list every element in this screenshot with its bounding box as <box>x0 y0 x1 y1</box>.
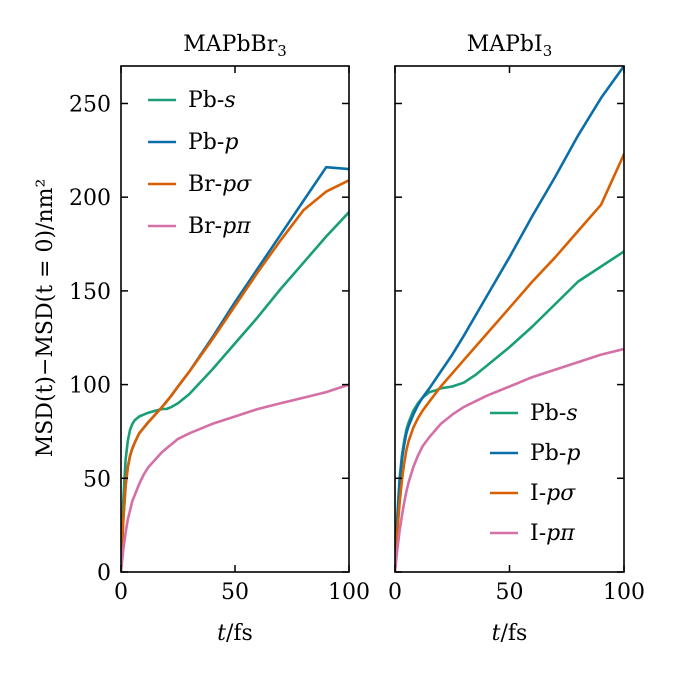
legend-label: I-pσ <box>530 481 576 506</box>
series-line-p <box>395 66 624 572</box>
panel-title: MAPbI3 <box>467 32 553 60</box>
legend-label: Pb-s <box>530 401 578 426</box>
panel-mapbi3: MAPbI3 0 50 100 t/fs Pb-s Pb-p I-pσ I-pπ <box>388 32 645 646</box>
legend-label: Pb-p <box>530 441 580 466</box>
legend-label: Br-pπ <box>188 214 251 239</box>
y-tick-label: 150 <box>69 280 111 305</box>
series-line-s <box>121 210 349 572</box>
y-tick-label: 50 <box>83 467 111 492</box>
series-line-ppi <box>395 347 624 572</box>
plot-frame <box>394 65 625 573</box>
x-tick-label: 50 <box>221 580 249 605</box>
x-tick-label: 0 <box>114 580 128 605</box>
x-tick-label: 100 <box>328 580 370 605</box>
series-line-psigma <box>395 152 624 572</box>
series-line-psigma <box>121 179 349 572</box>
series-line-ppi <box>121 383 349 572</box>
legend-label: Pb-s <box>188 88 236 113</box>
y-axis-label: MSD(t)−MSD(t = 0)/nm² <box>33 179 58 458</box>
panel-mapbbr3: MAPbBr3 0 50 100 150 200 250 0 50 100 t/fs Pb-s Pb-p… <box>69 32 370 646</box>
panel-title: MAPbBr3 <box>183 32 287 60</box>
x-tick-label: 100 <box>603 580 645 605</box>
legend: Pb-s Pb-p Br-pσ Br-pπ <box>148 88 252 239</box>
x-axis-label: t/fs <box>492 621 528 646</box>
legend-label: Pb-p <box>188 130 238 155</box>
legend-label: I-pπ <box>530 521 575 546</box>
y-tick-label: 250 <box>69 92 111 117</box>
y-tick-label: 200 <box>69 186 111 211</box>
x-tick-label: 0 <box>388 580 402 605</box>
y-tick-label: 100 <box>69 374 111 399</box>
legend: Pb-s Pb-p I-pσ I-pπ <box>490 401 580 546</box>
y-tick-label: 0 <box>97 561 111 586</box>
legend-label: Br-pσ <box>188 172 252 197</box>
x-tick-label: 50 <box>496 580 524 605</box>
x-axis-label: t/fs <box>217 621 253 646</box>
